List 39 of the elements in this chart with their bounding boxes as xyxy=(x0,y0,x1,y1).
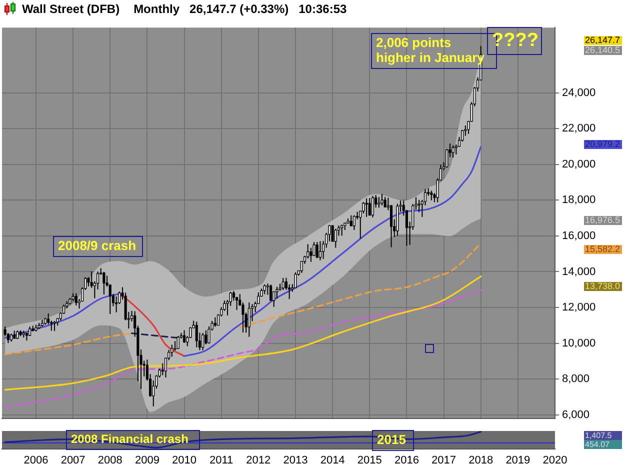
y-tick-label: 22,000 xyxy=(562,122,596,135)
y-tick-label: 20,000 xyxy=(562,158,596,170)
y-tick-label: 18,000 xyxy=(562,194,596,206)
y-tick-label: 16,000 xyxy=(562,230,596,242)
y-tick-label: 8,000 xyxy=(562,373,590,386)
y-tick-label: 14,000 xyxy=(562,266,596,278)
text: 20,979.2 xyxy=(584,139,622,149)
line-series xyxy=(4,276,482,391)
text: 15,582.2 xyxy=(584,244,622,254)
y-tick-label: 6,000 xyxy=(562,408,590,421)
x-tick-label: 2010 xyxy=(172,454,197,467)
text: 13,738.0 xyxy=(584,281,622,291)
x-tick-label: 2008 xyxy=(98,454,122,467)
x-tick-label: 2016 xyxy=(394,454,419,467)
x-tick-label: 2014 xyxy=(320,454,345,467)
chart-subtitle: Monthly 26,147.7 (+0.33%) 10:36:53 xyxy=(134,2,347,16)
x-tick-label: 2009 xyxy=(134,454,160,467)
text: 26,140.5 xyxy=(584,45,622,55)
x-tick-label: 2018 xyxy=(468,454,494,467)
x-tick-label: 2013 xyxy=(283,454,308,467)
text: 1,407.5 xyxy=(584,431,622,440)
line-series xyxy=(118,292,186,357)
text: 16,976.5 xyxy=(584,215,622,225)
x-tick-label: 2017 xyxy=(432,454,456,467)
x-tick-label: 2020 xyxy=(542,454,568,467)
x-tick-label: 2015 xyxy=(357,454,382,467)
y-tick-label: 12,000 xyxy=(562,302,596,314)
x-tick-label: 2007 xyxy=(60,454,86,467)
x-tick-label: 2019 xyxy=(506,454,530,467)
x-tick-label: 2011 xyxy=(210,454,234,467)
chart-title: Wall Street (DFB) xyxy=(22,2,120,16)
annotation: 2008/9 crash xyxy=(53,236,143,257)
y-tick-label: 24,000 xyxy=(562,86,596,99)
y-tick-label: 10,000 xyxy=(562,337,596,350)
text: 26,147.7 xyxy=(584,35,622,45)
x-tick-label: 2012 xyxy=(246,454,271,467)
line-series xyxy=(4,289,482,408)
text: 454.07 xyxy=(584,440,622,449)
x-tick-label: 2006 xyxy=(24,454,48,467)
